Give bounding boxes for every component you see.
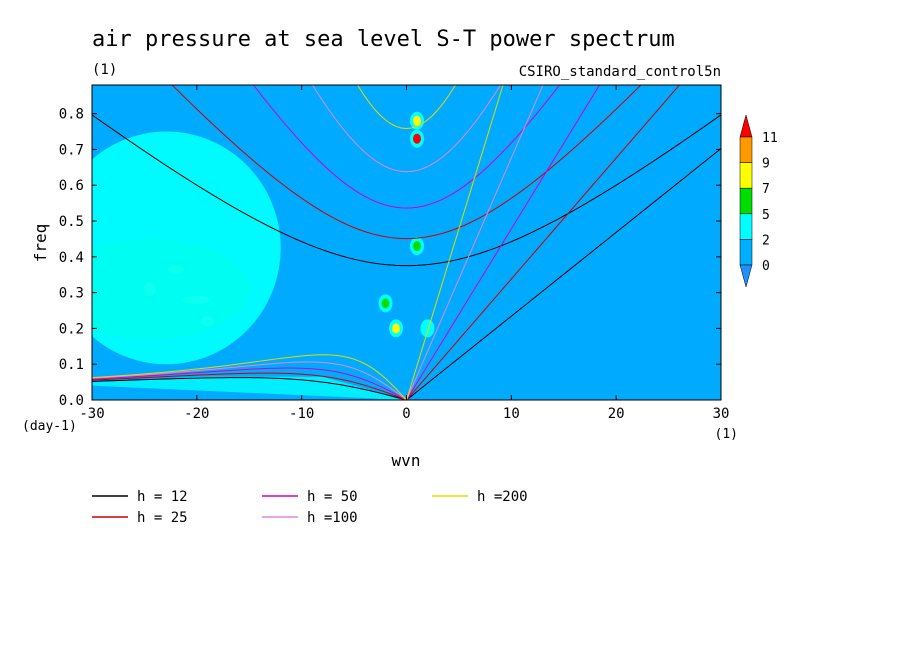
x-tick-label: -30 — [79, 406, 104, 422]
curve-kelvin-4 — [406, 85, 504, 400]
curve-gravity-4 — [357, 85, 456, 130]
x-tick-label: -10 — [289, 406, 314, 422]
plot-area — [91, 84, 722, 401]
y-unit-label: (day-1) — [22, 419, 77, 434]
x-tick-label: -20 — [184, 406, 209, 422]
legend: h = 12 h = 25 h = 50 h =100 h =200 — [92, 489, 528, 526]
curve-kelvin-0 — [406, 148, 721, 400]
colorbar-label: 11 — [762, 131, 778, 146]
shading-peak-0.27 — [381, 298, 390, 309]
curve-rossby-3 — [92, 361, 407, 400]
x-tick-label: 10 — [503, 406, 520, 422]
colorbar-label: 0 — [762, 259, 770, 274]
legend-label: h =200 — [477, 489, 528, 505]
colorbar-arrow-top — [739, 114, 753, 138]
colorbar-label: 2 — [762, 233, 770, 248]
shading-tidal-peak — [412, 133, 421, 144]
x-tick-label: 0 — [402, 406, 410, 422]
colorbar-label: 7 — [762, 182, 770, 197]
colorbar-segment — [739, 162, 753, 189]
curve-gravity-1 — [171, 85, 642, 240]
chart-subtitle-left: (1) — [92, 62, 117, 78]
y-axis-label: freq — [31, 224, 50, 263]
curve-rossby-0 — [92, 377, 407, 400]
colorbar-segment — [739, 239, 753, 266]
curve-rossby-2 — [92, 367, 407, 400]
chart-subtitle-right: CSIRO_standard_control5n — [519, 64, 721, 80]
curve-gravity-2 — [252, 85, 561, 209]
x-tick-label: 30 — [713, 406, 730, 422]
y-tick-label: 0.6 — [59, 178, 84, 194]
curve-kelvin-1 — [406, 85, 681, 400]
shading-peak-0.43 — [412, 241, 421, 252]
y-tick-label: 0.2 — [59, 321, 84, 337]
x-axis-label: wvn — [392, 451, 421, 470]
colorbar-label: 5 — [762, 208, 770, 223]
curve-kelvin-2 — [406, 85, 601, 400]
legend-label: h = 12 — [137, 489, 188, 505]
curve-rossby-1 — [92, 372, 407, 400]
colorbar-segment — [739, 136, 753, 163]
shading-tidal-peak-2 — [412, 115, 421, 126]
legend-label: h =100 — [307, 510, 358, 526]
y-tick-label: 0.0 — [59, 393, 84, 409]
shading-peak-0.2 — [392, 323, 401, 334]
chart-title: air pressure at sea level S-T power spec… — [92, 27, 675, 52]
legend-label: h = 50 — [307, 489, 358, 505]
shading-wide-westward-band — [92, 131, 281, 365]
x-tick-label: 20 — [608, 406, 625, 422]
colorbar-segment — [739, 213, 753, 240]
y-tick-label: 0.5 — [59, 214, 84, 230]
colorbar: 11 9 7 5 2 0 — [739, 114, 778, 288]
legend-label: h = 25 — [137, 510, 188, 526]
colorbar-segment — [739, 187, 753, 215]
y-tick-label: 0.1 — [59, 357, 84, 373]
curve-gravity-3 — [311, 85, 502, 173]
curve-rossby-4 — [92, 354, 407, 400]
y-tick-label: 0.7 — [59, 142, 84, 158]
y-tick-label: 0.4 — [59, 250, 84, 266]
curve-gravity-0 — [92, 114, 721, 267]
x-unit-label: (1) — [715, 427, 738, 442]
curve-kelvin-3 — [406, 85, 544, 400]
colorbar-label: 9 — [762, 157, 770, 172]
colorbar-arrow-bottom — [739, 264, 753, 288]
y-tick-label: 0.3 — [59, 286, 84, 302]
shading-peak-0.2b-halo — [420, 319, 435, 338]
y-tick-label: 0.8 — [59, 107, 84, 123]
